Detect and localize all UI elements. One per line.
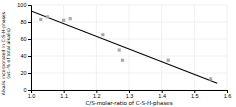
point [46, 15, 49, 18]
point [101, 33, 104, 36]
tick-label: 60 [20, 36, 26, 42]
point [121, 59, 124, 62]
tick-label: 1.1 [60, 93, 68, 99]
tick-label: 1.0 [28, 93, 36, 99]
point [69, 17, 72, 20]
grid-line [161, 5, 162, 90]
grid-line [194, 5, 195, 90]
x-axis-title: C/S-molar-ratio of C-S-H-phases [85, 100, 172, 107]
tick-mark [28, 73, 31, 74]
tick: 100 [17, 2, 31, 8]
tick-mark [28, 90, 31, 91]
tick: 1.3 [126, 90, 134, 99]
point [167, 59, 170, 62]
tick-mark [28, 56, 31, 57]
tick: 1.0 [28, 90, 36, 99]
grid-line [63, 5, 64, 90]
tick-label: 0 [23, 87, 26, 93]
tick: 1.4 [158, 90, 166, 99]
point [62, 19, 65, 22]
tick-label: 1.6 [224, 93, 232, 99]
tick-label: 100 [17, 2, 26, 8]
tick-label: 20 [20, 70, 26, 76]
tick: 1.2 [93, 90, 101, 99]
tick: 60 [20, 36, 31, 42]
tick: 1.5 [191, 90, 199, 99]
grid [31, 5, 227, 90]
tick-label: 1.5 [191, 93, 199, 99]
tick-label: 1.2 [93, 93, 101, 99]
y-axis-title: Alkalis incorporated in C-S-H-phases(wt.… [1, 11, 11, 95]
y-axis: 0 20 40 60 80 100 [17, 2, 31, 93]
tick: 0 [23, 87, 31, 93]
grid-line [31, 39, 227, 40]
grid-line [31, 5, 227, 6]
tick: 40 [20, 53, 31, 59]
marks [31, 11, 217, 83]
grid-line [31, 56, 227, 57]
plot: 1.0 1.1 1.2 1.3 1.4 1.5 1.6 0 20 40 60 80 100 [17, 2, 231, 99]
point [39, 18, 42, 21]
tick-label: 40 [20, 53, 26, 59]
tick: 1.6 [224, 90, 232, 99]
tick: 1.1 [60, 90, 68, 99]
x-axis: 1.0 1.1 1.2 1.3 1.4 1.5 1.6 [28, 90, 232, 99]
line [31, 11, 217, 83]
grid-line [31, 73, 227, 74]
tick-label: 80 [20, 19, 26, 25]
point [209, 77, 212, 80]
axis-line [28, 6, 32, 91]
tick: 20 [20, 70, 31, 76]
tick-mark [28, 5, 31, 6]
grid-line [227, 5, 228, 90]
tick-label: 1.4 [158, 93, 166, 99]
tick-mark [28, 39, 31, 40]
tick: 80 [20, 19, 31, 25]
point [118, 48, 121, 51]
tick-label: 1.3 [126, 93, 134, 99]
tick-mark [28, 22, 31, 23]
chart: 1.0 1.1 1.2 1.3 1.4 1.5 1.6 0 20 40 60 80 100 C/S-mol… [0, 0, 236, 107]
grid-line [129, 5, 130, 90]
grid-line [96, 5, 97, 90]
